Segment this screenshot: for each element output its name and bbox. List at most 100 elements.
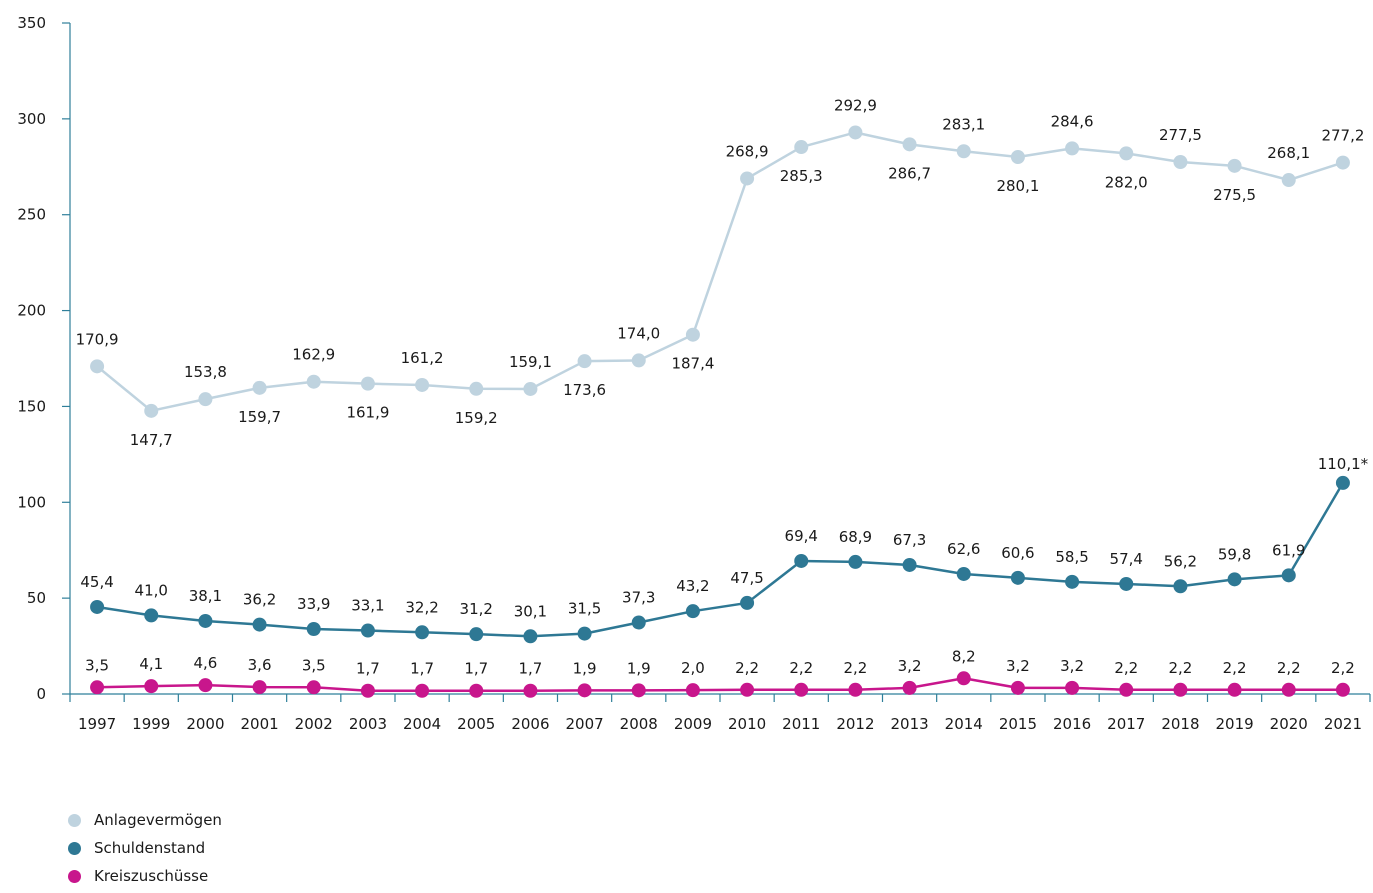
x-tick-label: 2021	[1324, 715, 1362, 733]
data-label: 3,2	[1006, 657, 1030, 675]
data-label: 62,6	[947, 540, 980, 558]
data-point	[794, 553, 809, 568]
data-label: 69,4	[785, 527, 818, 545]
data-label: 56,2	[1164, 552, 1197, 570]
data-point	[144, 679, 159, 694]
data-point	[306, 374, 321, 389]
data-label: 2,2	[1168, 659, 1192, 677]
x-tick-label: 2012	[836, 715, 874, 733]
data-point	[306, 622, 321, 637]
data-point	[1335, 475, 1350, 490]
data-point	[685, 683, 700, 698]
data-point	[685, 327, 700, 342]
data-label: 31,2	[460, 600, 493, 618]
data-point	[1335, 155, 1350, 170]
data-label: 277,5	[1159, 126, 1202, 144]
data-label: 2,2	[1277, 659, 1301, 677]
data-point	[1281, 682, 1296, 697]
data-point	[90, 680, 105, 695]
x-tick-label: 2008	[620, 715, 658, 733]
data-label: 161,9	[346, 404, 389, 422]
data-label: 32,2	[405, 598, 438, 616]
y-tick-label: 0	[36, 685, 46, 703]
data-point	[794, 682, 809, 697]
x-tick-label: 2011	[782, 715, 820, 733]
data-label: 277,2	[1321, 127, 1364, 145]
data-label: 161,2	[401, 349, 444, 367]
data-point	[252, 617, 267, 632]
data-point	[415, 683, 430, 698]
data-label: 61,9	[1272, 541, 1305, 559]
data-point	[848, 682, 863, 697]
data-label: 45,4	[80, 573, 113, 591]
data-point	[198, 392, 213, 407]
data-point	[577, 626, 592, 641]
data-label: 31,5	[568, 600, 601, 618]
data-point	[90, 359, 105, 374]
data-point	[956, 144, 971, 159]
data-label: 2,2	[1223, 659, 1247, 677]
data-point	[1065, 680, 1080, 695]
line-chart: 0 50 100 150 200 250 300 350 1997 1999 2000 2001 200…	[17, 14, 1371, 733]
data-label: 2,2	[1114, 659, 1138, 677]
data-label: 173,6	[563, 381, 606, 399]
series-line-1	[96, 482, 1344, 638]
x-tick-label: 2014	[945, 715, 983, 733]
y-tick-label: 300	[17, 110, 46, 128]
data-label: 2,2	[735, 659, 759, 677]
legend-marker-schuldenstand	[68, 841, 81, 855]
x-tick-label: 2006	[511, 715, 549, 733]
y-tick-label: 250	[17, 206, 46, 224]
data-label: 2,0	[681, 659, 705, 677]
data-label: 3,5	[85, 656, 109, 674]
data-point	[1119, 146, 1134, 161]
data-point	[1335, 682, 1350, 697]
data-point	[956, 671, 971, 686]
data-point	[685, 604, 700, 619]
data-point	[1281, 568, 1296, 583]
data-label: 67,3	[893, 531, 926, 549]
y-tick-label: 50	[27, 589, 46, 607]
data-point	[740, 595, 755, 610]
data-point	[631, 353, 646, 368]
data-label: 147,7	[130, 431, 173, 449]
data-point	[848, 125, 863, 140]
data-point	[631, 683, 646, 698]
data-label: 1,7	[356, 660, 380, 678]
data-point	[415, 625, 430, 640]
data-point	[740, 171, 755, 186]
data-label: 1,9	[627, 659, 651, 677]
data-point	[469, 381, 484, 396]
data-point	[1227, 682, 1242, 697]
x-tick-label: 2002	[295, 715, 333, 733]
data-label: 162,9	[292, 346, 335, 364]
data-point	[1010, 150, 1025, 165]
data-point	[631, 615, 646, 630]
x-tick-label: 2016	[1053, 715, 1091, 733]
x-tick-label: 1999	[132, 715, 170, 733]
data-label: 159,7	[238, 408, 281, 426]
data-label: 284,6	[1051, 112, 1094, 130]
data-label: 68,9	[839, 528, 872, 546]
data-label: 58,5	[1055, 548, 1088, 566]
data-label: 30,1	[514, 602, 547, 620]
x-tick-label: 2004	[403, 715, 441, 733]
data-point	[523, 381, 538, 396]
data-label: 3,2	[1060, 657, 1084, 675]
data-label: 1,7	[410, 660, 434, 678]
data-point	[1010, 570, 1025, 585]
data-point	[1227, 572, 1242, 587]
x-tick-label: 2009	[674, 715, 712, 733]
x-tick-label: 2013	[890, 715, 928, 733]
x-tick-label: 2003	[349, 715, 387, 733]
data-point	[306, 680, 321, 695]
data-point	[1173, 682, 1188, 697]
data-label: 285,3	[780, 167, 823, 185]
data-point	[252, 380, 267, 395]
data-label: 47,5	[730, 569, 763, 587]
data-point	[1010, 680, 1025, 695]
data-label: 38,1	[189, 587, 222, 605]
y-tick-label: 350	[17, 14, 46, 32]
data-label: 280,1	[996, 177, 1039, 195]
y-tick-label: 150	[17, 397, 46, 415]
